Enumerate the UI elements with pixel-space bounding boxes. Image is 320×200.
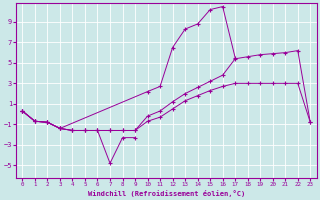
X-axis label: Windchill (Refroidissement éolien,°C): Windchill (Refroidissement éolien,°C) — [88, 190, 245, 197]
